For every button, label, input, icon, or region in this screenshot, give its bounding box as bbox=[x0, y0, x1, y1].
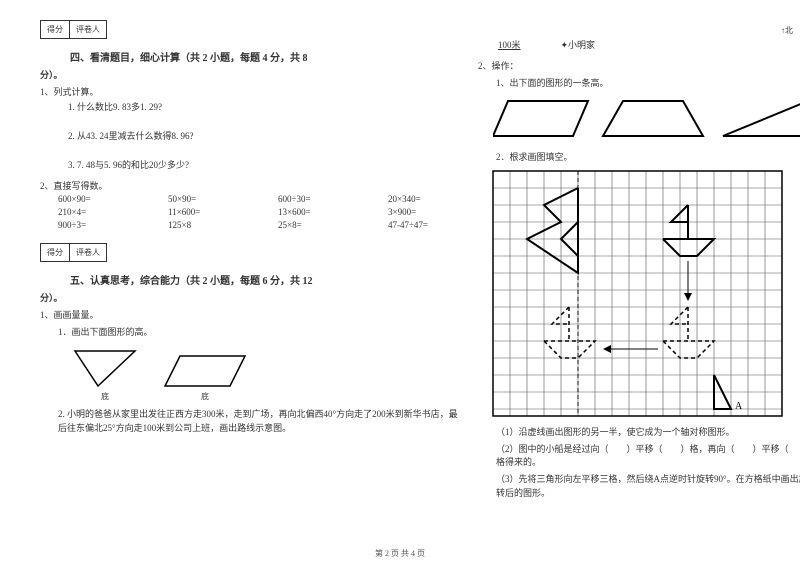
r-sub2: （2）图中的小船是经过向（ ）平移（ ）格，再向（ ）平移（ ）格得来的。 bbox=[496, 442, 800, 468]
north-label: ↑北 bbox=[781, 25, 793, 36]
page-container: 得分 评卷人 四、看清题目，细心计算（共 2 小题，每题 4 分，共 8 分）。… bbox=[0, 0, 800, 540]
s4-q2: 2、直接写得数。 bbox=[40, 179, 458, 192]
page-footer: 第 2 页 共 4 页 bbox=[0, 548, 800, 559]
r-sub3: （3）先将三角形向左平移三格，然后绕A点逆时针旋转90°。在方格纸中画出旋转后的… bbox=[496, 472, 800, 501]
score-label: 得分 bbox=[41, 21, 70, 38]
calc-cell: 50×90= bbox=[168, 194, 238, 204]
base-label: 底 bbox=[160, 391, 250, 402]
calc-row-2: 900÷3= 125×8 25×8= 47-47÷47= bbox=[58, 220, 458, 230]
parallelogram-shape: 底 bbox=[160, 351, 250, 402]
s4-q1-3: 3. 7. 48与5. 96的和比20少多少? bbox=[68, 158, 458, 171]
grid-diagram: A bbox=[488, 166, 798, 421]
calc-cell: 600×90= bbox=[58, 194, 128, 204]
calc-cell: 125×8 bbox=[168, 220, 238, 230]
s5-q1-2: 2. 小明的爸爸从家里出发往正西方走300米，走到广场，再向北偏西40°方向走了… bbox=[58, 408, 458, 435]
svg-text:A: A bbox=[735, 401, 743, 412]
s5-q1-1: 1．画出下面图形的高。 bbox=[58, 325, 458, 338]
s4-q1-1: 1. 什么数比9. 83多1. 29? bbox=[68, 100, 458, 113]
calc-cell: 20×340= bbox=[388, 194, 458, 204]
calc-cell: 13×600= bbox=[278, 207, 348, 217]
scale-label: 100米 bbox=[498, 38, 521, 51]
calc-row-1: 210×4= 11×600= 13×600= 3×900= bbox=[58, 207, 458, 217]
r-q2: 2、操作： bbox=[478, 59, 800, 72]
triangle-shape: 底 bbox=[70, 346, 140, 402]
grader-label: 评卷人 bbox=[70, 21, 106, 38]
score-box-2: 得分 评卷人 bbox=[40, 243, 107, 262]
three-shapes bbox=[493, 91, 800, 146]
grader-label: 评卷人 bbox=[70, 244, 106, 261]
top-labels: 100米 ✦小明家 bbox=[498, 38, 800, 51]
compass-icon: ↑北 bbox=[781, 25, 793, 36]
calc-row-0: 600×90= 50×90= 600÷30= 20×340= bbox=[58, 194, 458, 204]
score-label: 得分 bbox=[41, 244, 70, 261]
score-box: 得分 评卷人 bbox=[40, 20, 107, 39]
r-q2-1: 1、出下面的图形的一条高。 bbox=[496, 76, 800, 89]
calc-cell: 25×8= bbox=[278, 220, 348, 230]
section4-title: 四、看清题目，细心计算（共 2 小题，每题 4 分，共 8 bbox=[70, 49, 458, 64]
right-column: ↑北 100米 ✦小明家 2、操作： 1、出下面的图形的一条高。 2．根求画图填… bbox=[468, 20, 800, 540]
calc-cell: 3×900= bbox=[388, 207, 458, 217]
calc-cell: 210×4= bbox=[58, 207, 128, 217]
calc-cell: 11×600= bbox=[168, 207, 238, 217]
calc-cell: 47-47÷47= bbox=[388, 220, 458, 230]
r-q2-2: 2．根求画图填空。 bbox=[496, 150, 800, 163]
calc-cell: 900÷3= bbox=[58, 220, 128, 230]
section5-title: 五、认真思考，综合能力（共 2 小题，每题 6 分，共 12 bbox=[70, 272, 458, 287]
s5-q1: 1、画画量量。 bbox=[40, 308, 458, 321]
left-column: 得分 评卷人 四、看清题目，细心计算（共 2 小题，每题 4 分，共 8 分）。… bbox=[30, 20, 468, 540]
section4-title2: 分）。 bbox=[40, 68, 458, 81]
s4-q1: 1、列式计算。 bbox=[40, 85, 458, 98]
section5-title2: 分）。 bbox=[40, 291, 458, 304]
shapes-row: 底 底 bbox=[70, 346, 458, 402]
calc-cell: 600÷30= bbox=[278, 194, 348, 204]
r-sub1: （1）沿虚线画出图形的另一半，使它成为一个轴对称图形。 bbox=[496, 425, 800, 438]
base-label: 底 bbox=[70, 391, 140, 402]
home-label: ✦小明家 bbox=[561, 38, 596, 51]
s4-q1-2: 2. 从43. 24里减去什么数得8. 96? bbox=[68, 129, 458, 142]
